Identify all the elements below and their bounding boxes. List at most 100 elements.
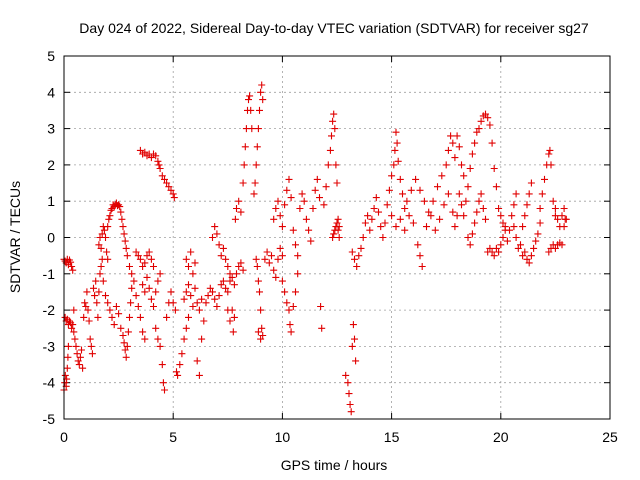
data-point — [230, 313, 238, 321]
data-point — [215, 292, 223, 300]
data-point — [257, 335, 265, 343]
data-point — [241, 143, 249, 151]
data-point — [128, 270, 136, 278]
data-point — [530, 244, 538, 252]
data-point — [252, 161, 260, 169]
data-point — [268, 252, 275, 260]
data-point — [519, 252, 527, 260]
data-point — [97, 263, 105, 270]
data-point — [252, 255, 260, 263]
data-point — [488, 139, 496, 147]
data-point — [440, 201, 448, 209]
data-point — [475, 197, 483, 205]
data-point — [215, 241, 223, 249]
data-point — [523, 201, 531, 209]
data-point — [122, 244, 130, 252]
data-point — [102, 234, 109, 241]
x-axis-label: GPS time / hours — [281, 457, 388, 473]
data-point — [401, 205, 409, 212]
data-point — [412, 175, 420, 183]
data-point — [499, 219, 507, 227]
data-point — [383, 201, 391, 209]
data-point — [105, 215, 113, 223]
data-point — [71, 335, 79, 343]
data-point — [229, 328, 237, 336]
data-point — [141, 288, 149, 296]
data-point — [182, 288, 190, 296]
data-point — [407, 186, 415, 194]
data-point — [158, 172, 166, 180]
data-point — [228, 306, 236, 314]
data-point — [185, 263, 192, 270]
data-point — [263, 248, 271, 256]
data-point — [247, 106, 255, 114]
data-point — [495, 205, 503, 212]
data-point — [117, 208, 125, 216]
data-point — [141, 148, 149, 156]
data-point — [388, 172, 396, 180]
x-tick-label: 10 — [275, 429, 291, 445]
data-point — [333, 179, 341, 187]
data-point — [490, 165, 498, 172]
data-point — [256, 288, 263, 296]
data-point — [235, 197, 243, 205]
data-point — [545, 150, 553, 158]
data-point — [217, 252, 225, 260]
data-point — [233, 205, 240, 212]
data-point — [309, 205, 317, 212]
data-point — [75, 361, 83, 369]
data-point — [499, 234, 507, 241]
data-point — [453, 212, 461, 220]
data-point — [73, 350, 81, 358]
data-point — [213, 230, 221, 238]
data-point — [152, 152, 160, 160]
data-point — [259, 96, 267, 104]
data-point — [130, 277, 138, 285]
data-point — [311, 186, 319, 194]
data-point — [364, 212, 372, 220]
data-point — [120, 230, 128, 238]
x-tick-label: 15 — [384, 429, 400, 445]
x-tick-label: 25 — [602, 429, 618, 445]
data-point — [464, 234, 472, 241]
data-point — [198, 295, 206, 303]
data-point — [132, 248, 140, 256]
data-point — [250, 190, 258, 198]
data-point — [351, 335, 358, 343]
data-point — [126, 313, 133, 321]
data-point — [171, 306, 179, 314]
data-point — [396, 175, 404, 183]
data-point — [330, 110, 338, 118]
data-point — [289, 303, 297, 310]
data-point — [285, 175, 293, 183]
data-point — [416, 252, 424, 260]
data-point — [486, 244, 494, 252]
data-point — [482, 215, 489, 223]
axis-ticks: -5 -4 -3 -2 -1 0 1 2 3 4 5 0 5 10 15 20 25 — [43, 48, 618, 445]
data-point — [379, 234, 387, 241]
data-point — [108, 313, 116, 321]
data-point — [145, 248, 153, 256]
data-point — [558, 241, 566, 249]
data-point — [110, 321, 118, 329]
data-point — [106, 212, 114, 220]
y-tick-label: -3 — [43, 338, 56, 354]
data-point — [80, 313, 88, 321]
data-point — [307, 237, 315, 245]
data-point — [69, 321, 77, 329]
data-point — [298, 190, 306, 198]
data-point — [368, 215, 376, 223]
data-point — [274, 197, 282, 205]
data-point — [167, 288, 175, 296]
data-point — [150, 303, 157, 310]
data-point — [134, 252, 142, 260]
data-point — [560, 205, 568, 212]
y-tick-label: -5 — [43, 411, 56, 427]
data-point — [124, 328, 132, 336]
data-point — [127, 299, 135, 307]
data-point — [117, 324, 125, 332]
data-point — [281, 201, 289, 209]
data-point — [289, 226, 297, 234]
data-point — [451, 223, 459, 231]
